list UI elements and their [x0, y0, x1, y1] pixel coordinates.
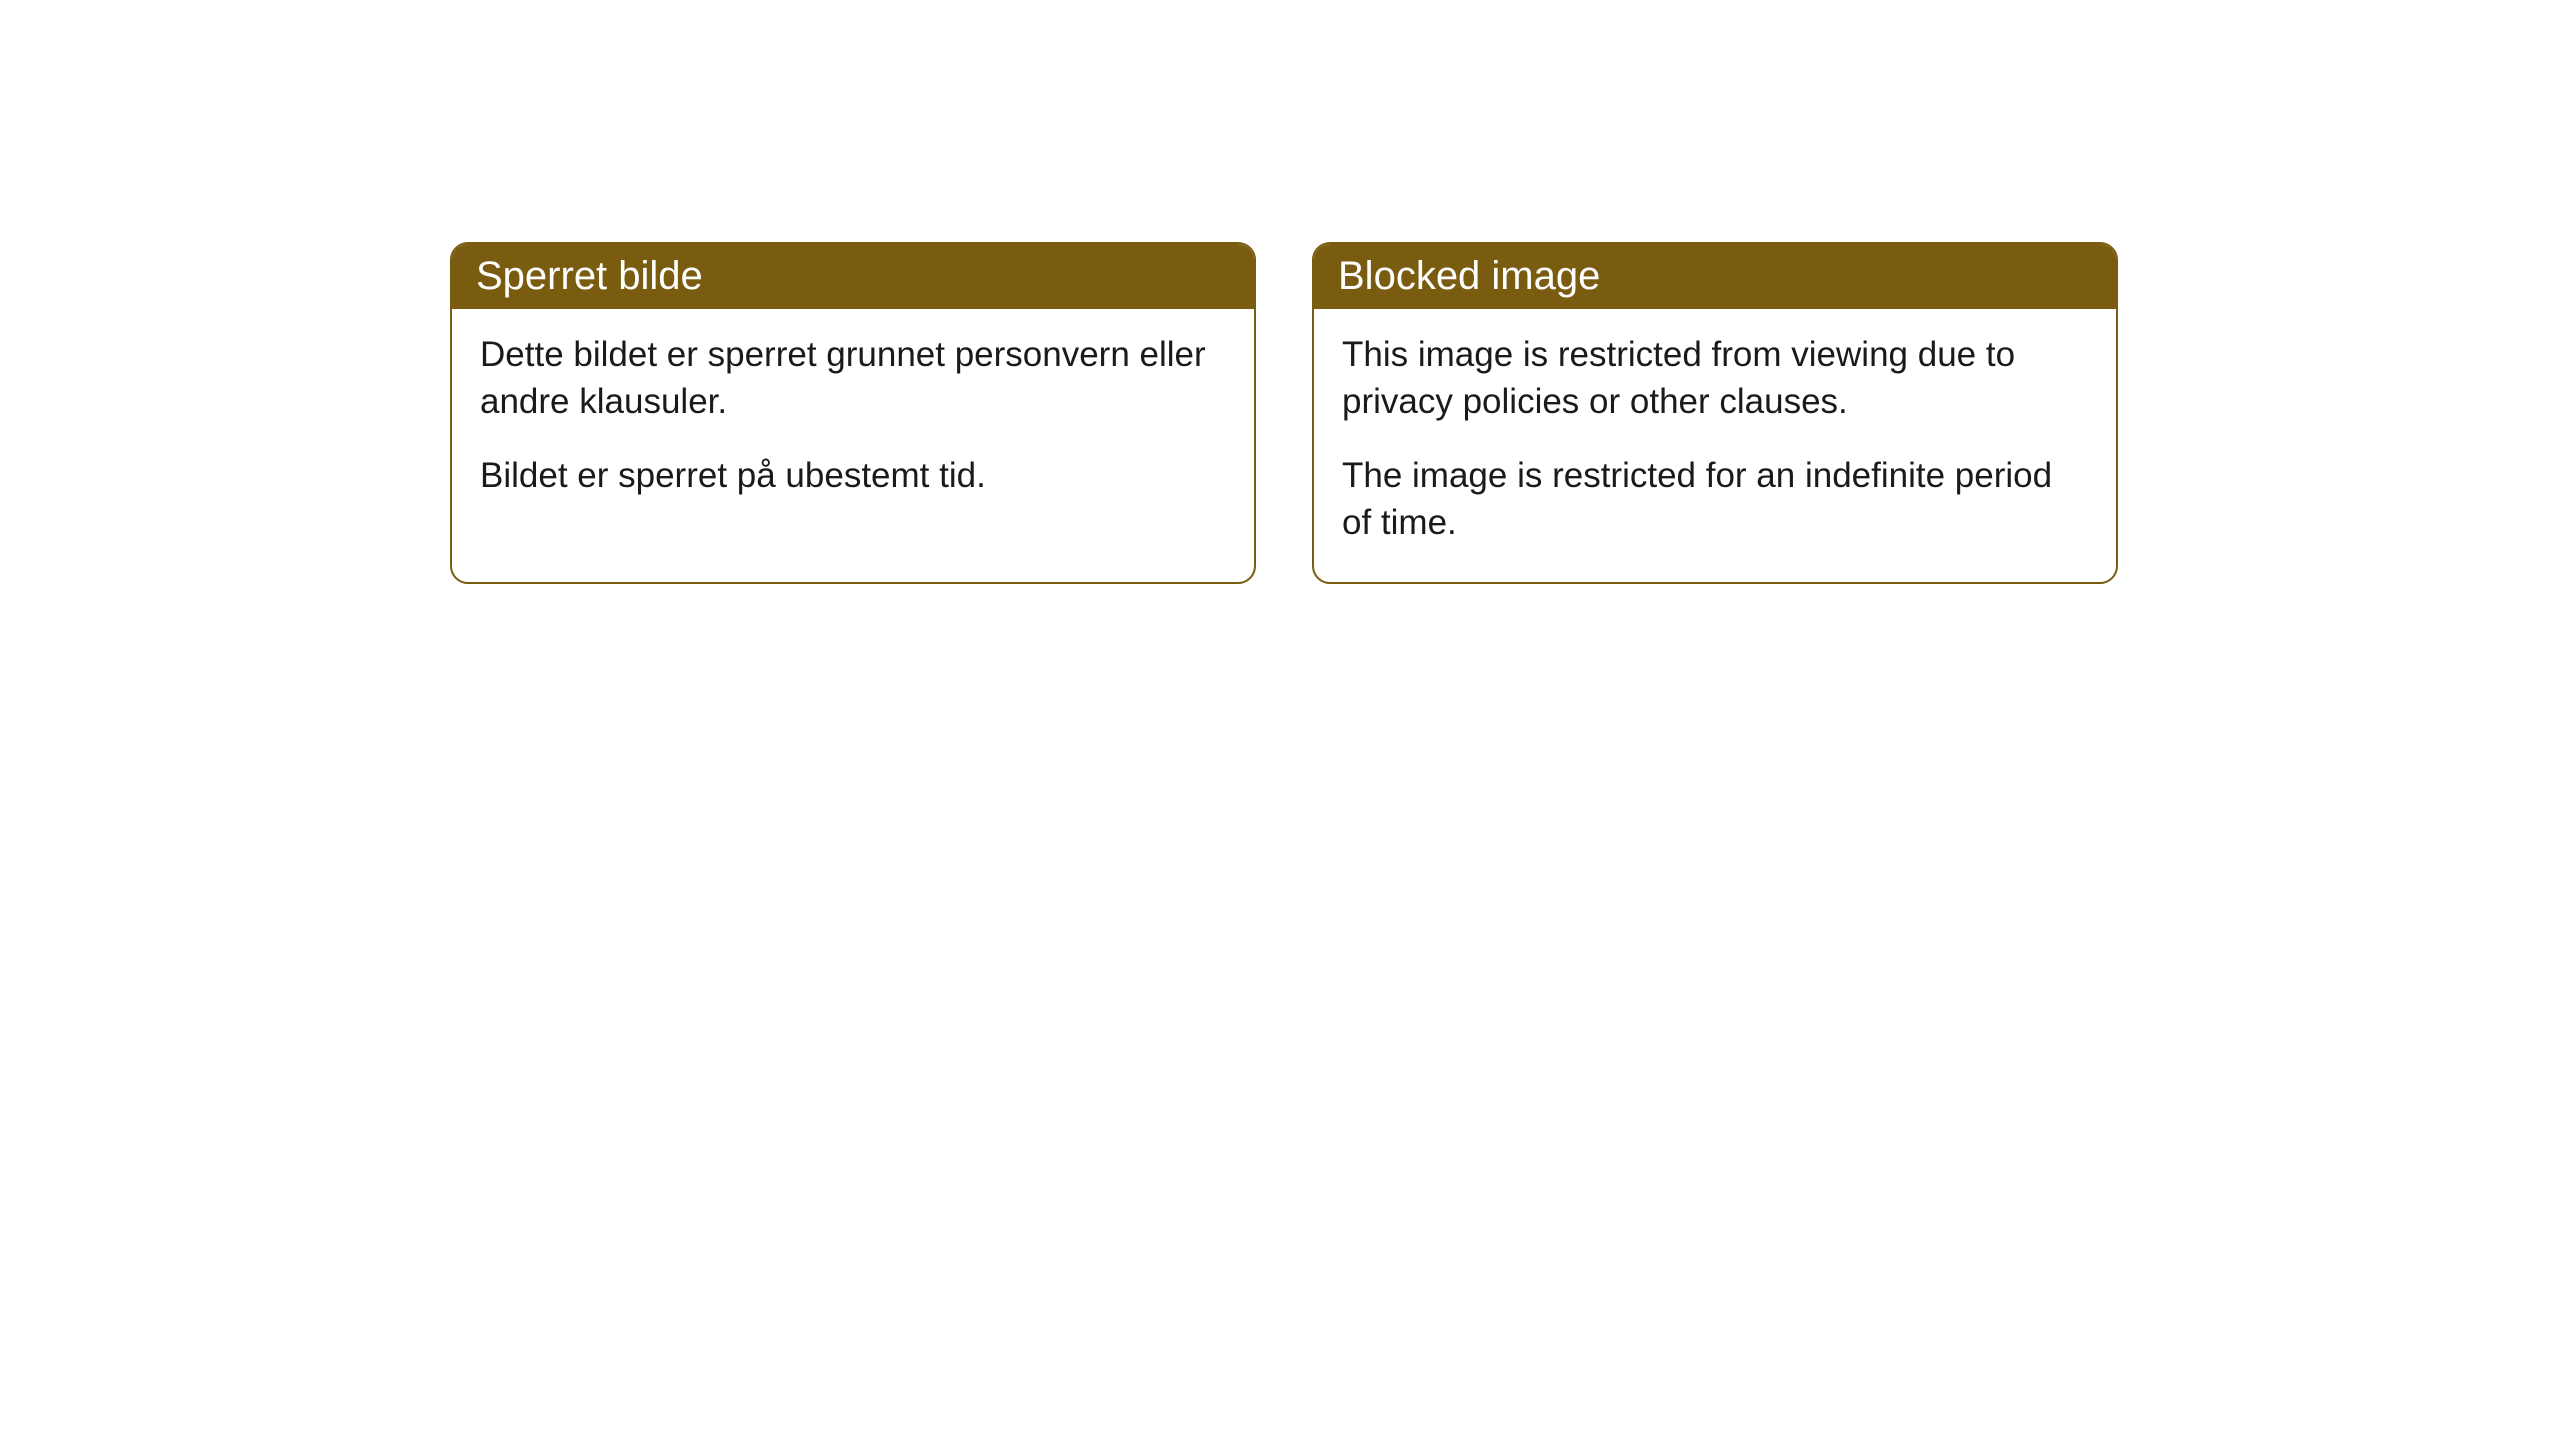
- card-paragraph: Bildet er sperret på ubestemt tid.: [480, 452, 1226, 499]
- card-header-english: Blocked image: [1314, 244, 2116, 309]
- card-paragraph: The image is restricted for an indefinit…: [1342, 452, 2088, 547]
- card-body-norwegian: Dette bildet er sperret grunnet personve…: [452, 309, 1254, 535]
- card-english: Blocked image This image is restricted f…: [1312, 242, 2118, 584]
- card-paragraph: Dette bildet er sperret grunnet personve…: [480, 331, 1226, 426]
- card-header-norwegian: Sperret bilde: [452, 244, 1254, 309]
- cards-container: Sperret bilde Dette bildet er sperret gr…: [450, 242, 2118, 584]
- card-norwegian: Sperret bilde Dette bildet er sperret gr…: [450, 242, 1256, 584]
- card-body-english: This image is restricted from viewing du…: [1314, 309, 2116, 582]
- card-paragraph: This image is restricted from viewing du…: [1342, 331, 2088, 426]
